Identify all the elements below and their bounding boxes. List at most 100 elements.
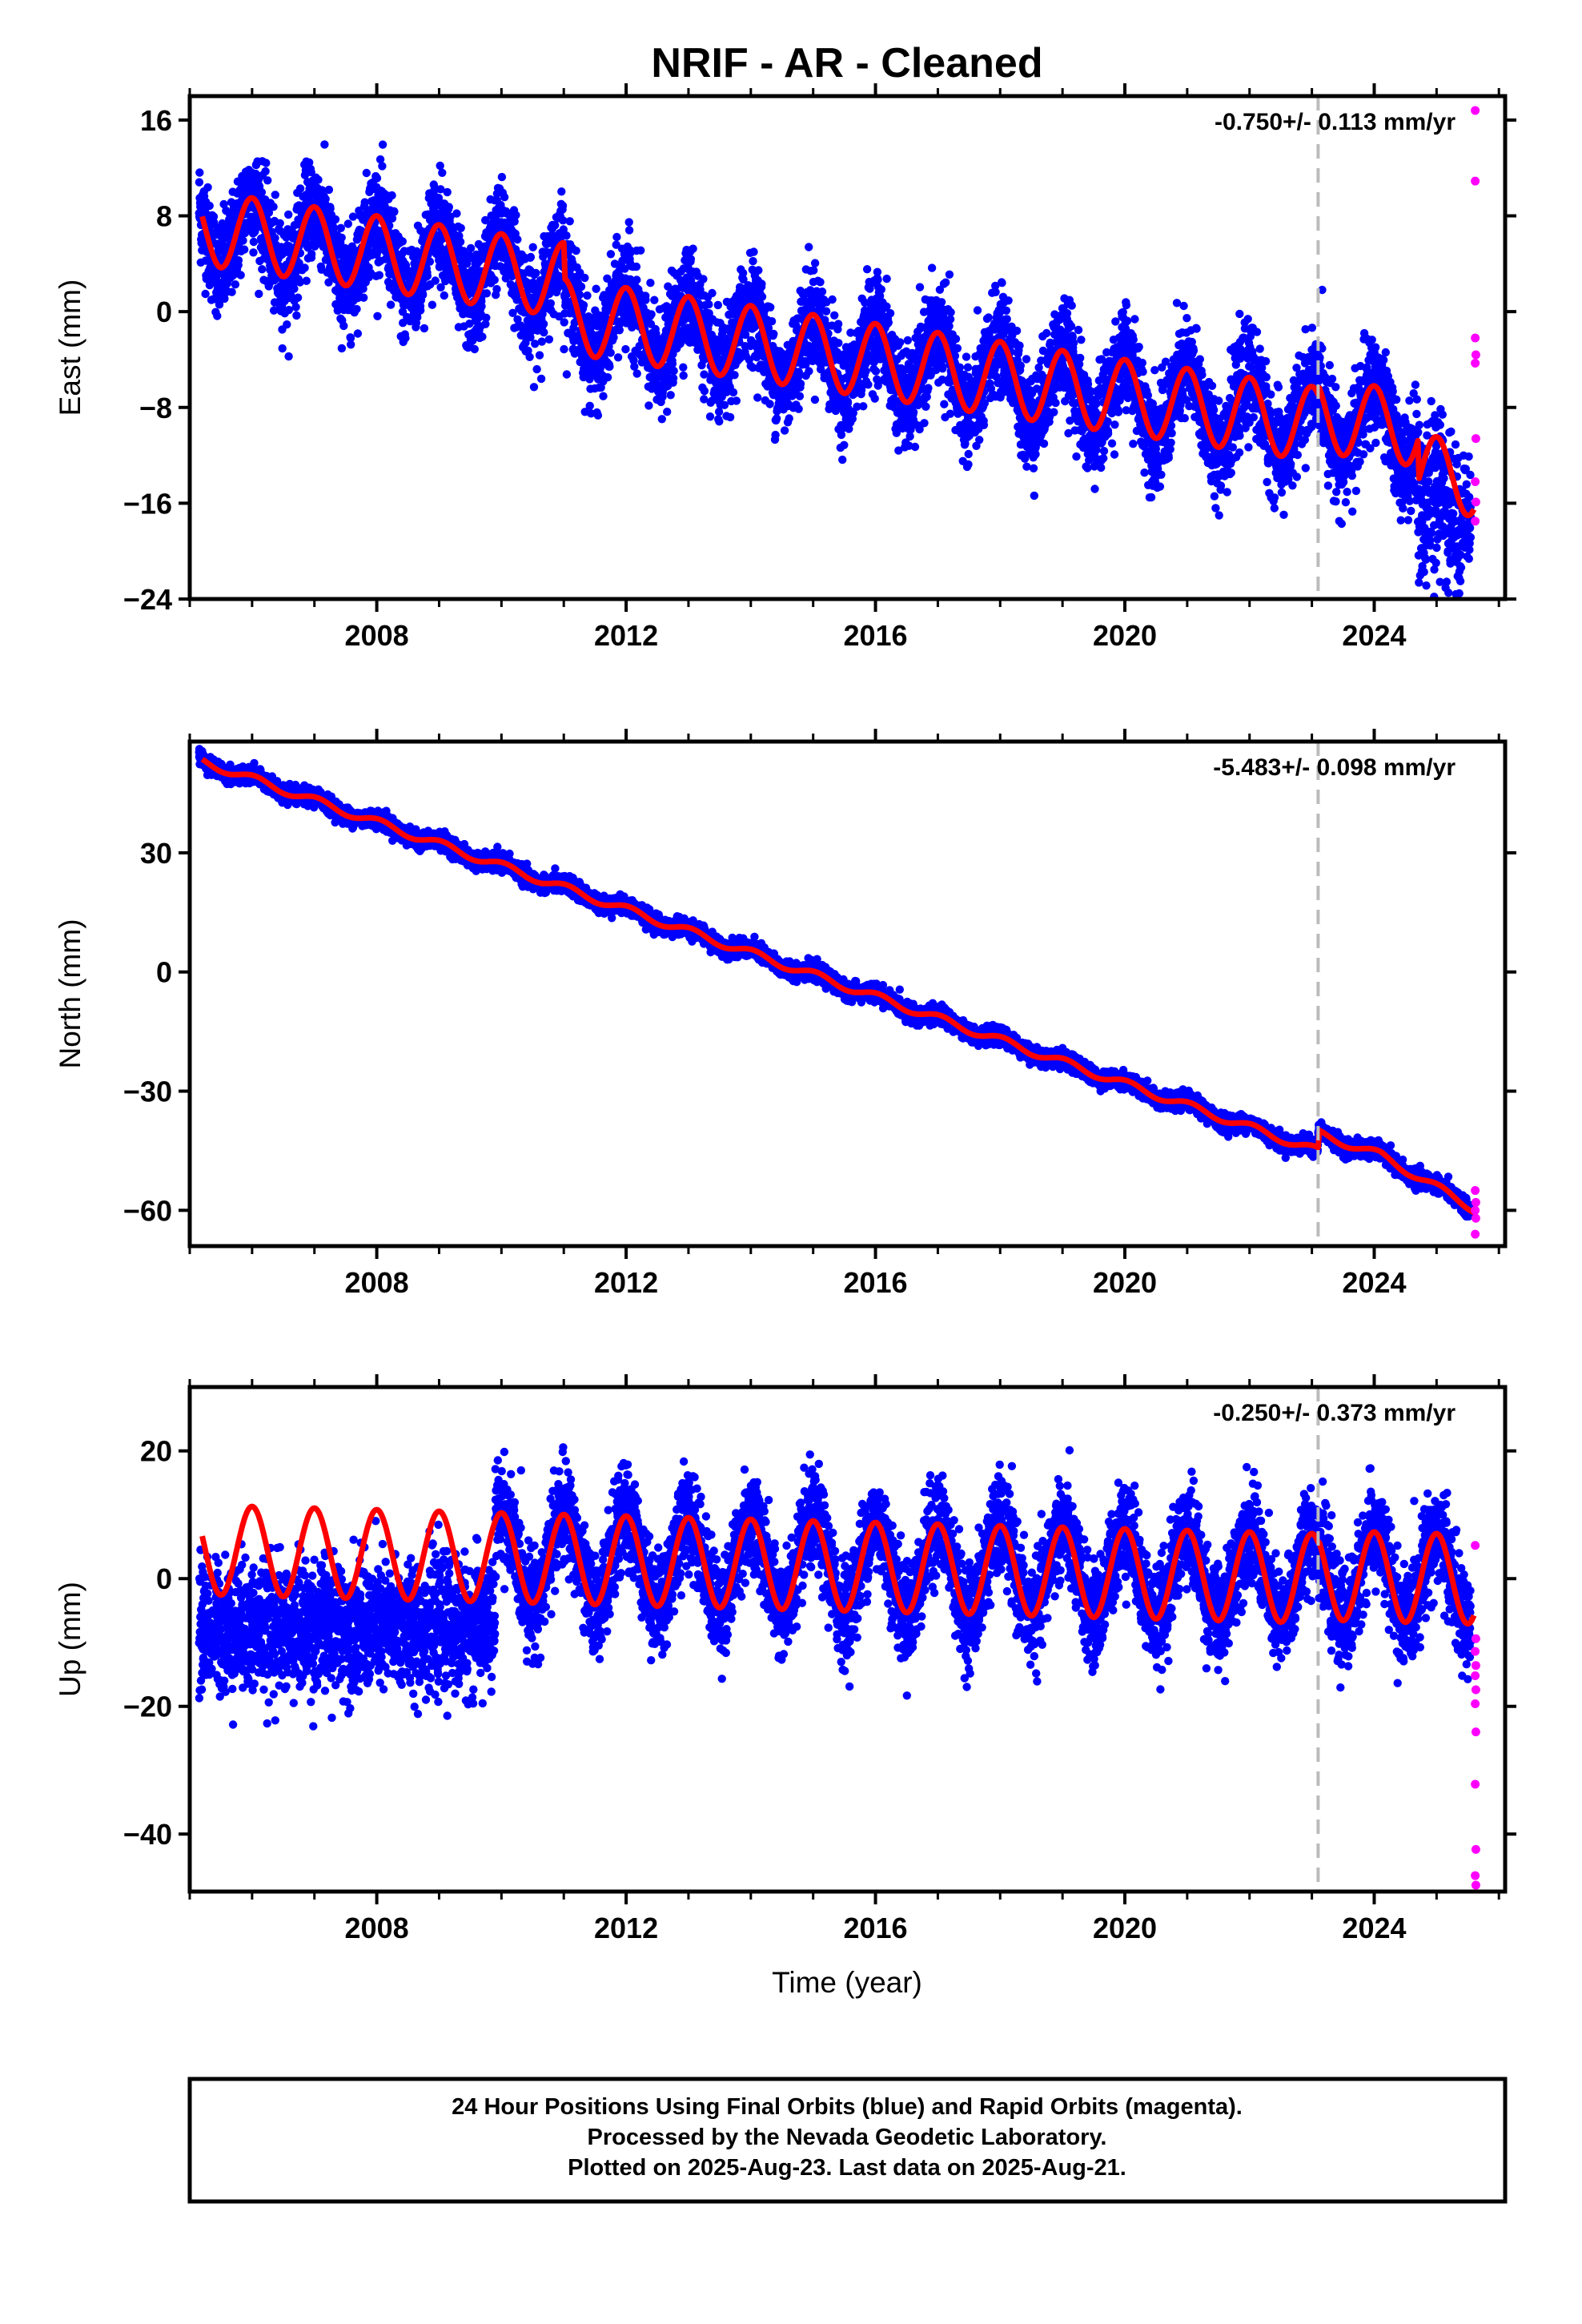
final-orbit-point bbox=[605, 362, 614, 371]
final-orbit-point bbox=[817, 287, 827, 296]
final-orbit-point bbox=[1022, 355, 1031, 364]
final-orbit-point bbox=[644, 401, 653, 410]
final-orbit-point bbox=[870, 394, 879, 403]
final-orbit-point bbox=[195, 168, 204, 177]
final-orbit-point bbox=[470, 344, 479, 354]
final-orbit-point bbox=[700, 387, 709, 396]
final-orbit-point bbox=[585, 401, 594, 410]
final-orbit-point bbox=[525, 352, 534, 361]
final-orbit-point bbox=[466, 243, 476, 253]
final-orbit-point bbox=[269, 306, 279, 315]
chart-title: NRIF - AR - Cleaned bbox=[651, 40, 1042, 86]
final-orbit-point bbox=[873, 275, 882, 284]
final-orbit-point bbox=[963, 363, 973, 372]
final-orbit-point bbox=[205, 201, 214, 211]
final-orbit-point bbox=[343, 219, 352, 228]
final-orbit-point bbox=[666, 391, 675, 400]
final-orbit-point bbox=[771, 430, 780, 440]
final-orbit-point bbox=[794, 404, 803, 413]
final-orbit-point bbox=[942, 278, 950, 287]
final-orbit-point bbox=[236, 271, 245, 279]
final-orbit-point bbox=[362, 168, 371, 178]
final-orbit-point bbox=[979, 420, 989, 429]
final-orbit-point bbox=[436, 185, 445, 194]
final-orbit-point bbox=[830, 311, 839, 320]
final-orbit-point bbox=[500, 193, 509, 202]
final-orbit-point bbox=[283, 320, 291, 329]
final-orbit-point bbox=[909, 408, 918, 416]
final-orbit-point bbox=[636, 246, 645, 255]
final-orbit-point bbox=[261, 167, 270, 176]
final-orbit-point bbox=[440, 291, 448, 300]
final-orbit-point bbox=[291, 303, 300, 312]
final-orbit-point bbox=[535, 351, 544, 360]
final-orbit-point bbox=[239, 236, 247, 245]
final-orbit-point bbox=[810, 259, 820, 267]
final-orbit-point bbox=[513, 315, 522, 324]
final-orbit-point bbox=[213, 312, 222, 320]
final-orbit-point bbox=[434, 194, 444, 203]
final-orbit-point bbox=[331, 215, 340, 224]
final-orbit-point bbox=[816, 278, 825, 287]
final-orbit-point bbox=[490, 275, 499, 284]
final-orbit-point bbox=[705, 412, 715, 421]
final-orbit-point bbox=[885, 309, 895, 318]
final-orbit-point bbox=[337, 344, 347, 353]
final-orbit-point bbox=[565, 217, 574, 226]
final-orbit-point bbox=[359, 293, 368, 302]
final-orbit-point bbox=[810, 395, 820, 404]
final-orbit-point bbox=[951, 335, 961, 344]
final-orbit-point bbox=[560, 344, 568, 354]
final-orbit-point bbox=[915, 283, 925, 292]
final-orbit-point bbox=[284, 210, 293, 219]
final-orbit-point bbox=[828, 295, 837, 304]
final-orbit-point bbox=[321, 195, 330, 203]
final-orbit-point bbox=[785, 414, 793, 423]
final-orbit-point bbox=[558, 201, 568, 211]
final-orbit-point bbox=[809, 266, 818, 275]
final-orbit-point bbox=[592, 284, 600, 293]
final-orbit-point bbox=[438, 168, 447, 177]
final-orbit-point bbox=[606, 250, 616, 259]
final-orbit-point bbox=[428, 300, 437, 309]
final-orbit-point bbox=[796, 380, 805, 388]
final-orbit-point bbox=[593, 411, 603, 420]
final-orbit-point bbox=[609, 333, 618, 342]
final-orbit-point bbox=[962, 352, 971, 361]
final-orbit-point bbox=[546, 287, 555, 296]
final-orbit-point bbox=[295, 184, 305, 193]
final-orbit-point bbox=[386, 300, 396, 309]
final-orbit-point bbox=[275, 219, 284, 227]
final-orbit-point bbox=[615, 326, 624, 335]
final-orbit-point bbox=[339, 321, 348, 331]
final-orbit-point bbox=[1042, 328, 1051, 338]
final-orbit-point bbox=[201, 289, 210, 299]
final-orbit-point bbox=[551, 221, 560, 230]
final-orbit-point bbox=[420, 324, 429, 333]
final-orbit-point bbox=[346, 333, 355, 343]
final-orbit-point bbox=[576, 282, 586, 292]
final-orbit-point bbox=[444, 203, 453, 211]
final-orbit-point bbox=[257, 187, 267, 197]
final-orbit-point bbox=[512, 211, 520, 219]
final-orbit-point bbox=[1002, 306, 1011, 315]
final-orbit-point bbox=[284, 305, 293, 315]
final-orbit-point bbox=[347, 340, 355, 349]
final-orbit-point bbox=[632, 262, 641, 271]
final-orbit-point bbox=[749, 256, 757, 266]
final-orbit-point bbox=[921, 402, 930, 411]
final-orbit-point bbox=[910, 442, 920, 452]
final-orbit-point bbox=[705, 300, 713, 309]
final-orbit-point bbox=[632, 275, 641, 284]
final-orbit-point bbox=[482, 313, 491, 322]
final-orbit-point bbox=[603, 373, 612, 382]
final-orbit-point bbox=[953, 344, 962, 353]
final-orbit-point bbox=[766, 303, 775, 312]
final-orbit-point bbox=[462, 259, 472, 268]
final-orbit-point bbox=[562, 231, 571, 240]
final-orbit-point bbox=[532, 268, 540, 278]
final-orbit-point bbox=[293, 293, 303, 302]
final-orbit-point bbox=[443, 187, 452, 197]
final-orbit-point bbox=[278, 344, 287, 353]
